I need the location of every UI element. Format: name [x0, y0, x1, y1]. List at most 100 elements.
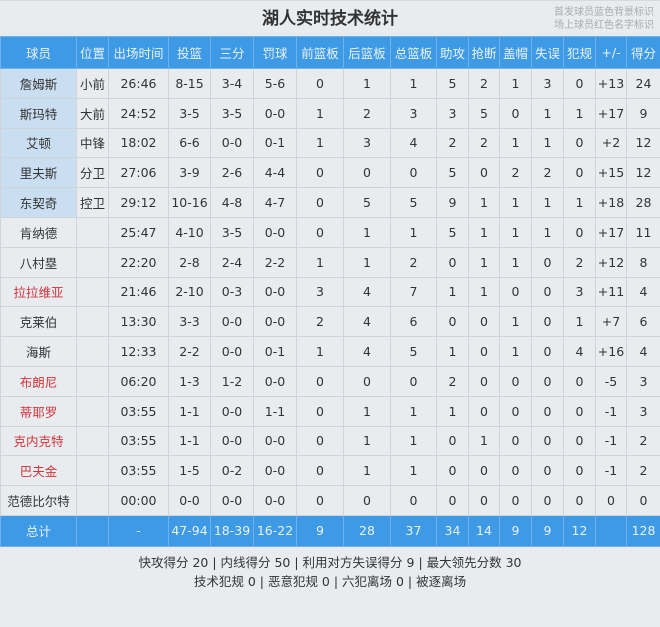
stat-11: 0 — [499, 455, 532, 487]
stat-4: 0-0 — [210, 306, 254, 338]
stat-8: 0 — [390, 157, 437, 189]
column-header[interactable]: 犯规 — [563, 36, 596, 69]
player-name: 海斯 — [0, 336, 77, 367]
stat-4: 3-5 — [210, 97, 254, 129]
total-stat-14 — [595, 514, 627, 547]
stat-9: 5 — [436, 216, 469, 248]
stat-7: 1 — [343, 425, 391, 457]
stat-2: 22:20 — [108, 246, 169, 278]
column-header[interactable]: 罚球 — [253, 36, 297, 69]
summary-line-2: 技术犯规 0 | 恶意犯规 0 | 六犯离场 0 | 被逐离场 — [193, 573, 467, 589]
stat-5: 0-0 — [253, 97, 297, 129]
stat-11: 0 — [499, 485, 532, 516]
stat-14: -1 — [595, 395, 627, 427]
column-header[interactable]: 前篮板 — [296, 36, 344, 69]
stat-13: 1 — [563, 306, 596, 338]
stat-15: 6 — [626, 306, 660, 338]
column-header[interactable]: +/- — [595, 36, 627, 69]
stat-10: 1 — [468, 246, 500, 278]
stat-1 — [76, 485, 109, 516]
stat-6: 1 — [296, 127, 344, 159]
stat-14: +17 — [595, 216, 627, 248]
stat-15: 4 — [626, 336, 660, 367]
stat-3: 0-0 — [168, 485, 211, 516]
stat-12: 3 — [531, 68, 564, 99]
stat-14: +15 — [595, 157, 627, 189]
player-name: 克内克特 — [0, 425, 77, 457]
stat-4: 0-3 — [210, 276, 254, 308]
column-header[interactable]: 盖帽 — [499, 36, 532, 69]
stat-4: 2-6 — [210, 157, 254, 189]
stat-6: 0 — [296, 187, 344, 218]
column-header[interactable]: 三分 — [210, 36, 254, 69]
column-header[interactable]: 得分 — [626, 36, 660, 69]
title-bar: 湖人实时技术统计 首发球员蓝色背景标识 场上球员红色名字标识 — [0, 0, 660, 36]
stat-8: 1 — [390, 68, 437, 99]
player-row: 克莱伯 13:30 3-3 0-0 0-0 2 4 6 0 0 1 0 1 +7 6 — [0, 306, 660, 338]
stats-table: 球员 位置 出场时间 投篮 三分 罚球 前篮板 后篮板 总篮板 助攻 抢断 盖帽 失误 犯规 +/- 得分 詹… — [0, 36, 660, 547]
stat-12: 1 — [531, 216, 564, 248]
player-row: 海斯 12:33 2-2 0-0 0-1 1 4 5 1 0 1 0 4 +16 4 — [0, 336, 660, 367]
player-row: 肯纳德 25:47 4-10 3-5 0-0 0 1 1 5 1 1 1 0 +17 11 — [0, 216, 660, 248]
legend-starter: 首发球员蓝色背景标识 — [554, 7, 654, 18]
stat-11: 1 — [499, 306, 532, 338]
stat-12: 0 — [531, 485, 564, 516]
stat-5: 5-6 — [253, 68, 297, 99]
stat-14: +18 — [595, 187, 627, 218]
stat-7: 1 — [343, 216, 391, 248]
column-header[interactable]: 失误 — [531, 36, 564, 69]
stat-2: 27:06 — [108, 157, 169, 189]
stat-3: 4-10 — [168, 216, 211, 248]
summary-footer: 快攻得分 20 | 内线得分 50 | 利用对方失误得分 9 | 最大领先分数 … — [0, 547, 660, 591]
stat-4: 3-4 — [210, 68, 254, 99]
stat-10: 0 — [468, 365, 500, 397]
stat-5: 2-2 — [253, 246, 297, 278]
stat-3: 10-16 — [168, 187, 211, 218]
total-stat-15: 128 — [626, 514, 660, 547]
column-header[interactable]: 后篮板 — [343, 36, 391, 69]
stat-6: 1 — [296, 246, 344, 278]
stat-4: 0-2 — [210, 455, 254, 487]
stat-13: 3 — [563, 276, 596, 308]
player-row: 布朗尼 06:20 1-3 1-2 0-0 0 0 0 2 0 0 0 0 -5 3 — [0, 365, 660, 397]
column-header[interactable]: 出场时间 — [108, 36, 169, 69]
stat-2: 13:30 — [108, 306, 169, 338]
stat-3: 2-2 — [168, 336, 211, 367]
stat-10: 1 — [468, 187, 500, 218]
stat-6: 0 — [296, 216, 344, 248]
stat-6: 0 — [296, 157, 344, 189]
player-row: 八村塁 22:20 2-8 2-4 2-2 1 1 2 0 1 1 0 2 +12 8 — [0, 246, 660, 278]
stat-13: 0 — [563, 127, 596, 159]
stat-15: 11 — [626, 216, 660, 248]
stat-4: 0-0 — [210, 425, 254, 457]
column-header[interactable]: 投篮 — [168, 36, 211, 69]
stat-11: 0 — [499, 276, 532, 308]
column-header[interactable]: 球员 — [0, 36, 77, 69]
stat-14: +11 — [595, 276, 627, 308]
stat-5: 0-0 — [253, 306, 297, 338]
stat-10: 0 — [468, 455, 500, 487]
column-header[interactable]: 抢断 — [468, 36, 500, 69]
player-name: 巴夫金 — [0, 455, 77, 487]
column-header[interactable]: 总篮板 — [390, 36, 437, 69]
column-header[interactable]: 助攻 — [436, 36, 469, 69]
stat-9: 0 — [436, 485, 469, 516]
stat-4: 0-0 — [210, 485, 254, 516]
stat-3: 1-1 — [168, 395, 211, 427]
stat-11: 1 — [499, 216, 532, 248]
stat-2: 03:55 — [108, 425, 169, 457]
stat-10: 1 — [468, 276, 500, 308]
stat-8: 3 — [390, 97, 437, 129]
stat-13: 1 — [563, 97, 596, 129]
stat-2: 25:47 — [108, 216, 169, 248]
stat-12: 0 — [531, 395, 564, 427]
player-name: 布朗尼 — [0, 365, 77, 397]
stat-12: 0 — [531, 246, 564, 278]
column-header[interactable]: 位置 — [76, 36, 109, 69]
stat-9: 5 — [436, 157, 469, 189]
player-name: 肯纳德 — [0, 216, 77, 248]
stat-7: 2 — [343, 97, 391, 129]
stat-13: 0 — [563, 216, 596, 248]
stat-6: 1 — [296, 97, 344, 129]
stat-6: 3 — [296, 276, 344, 308]
